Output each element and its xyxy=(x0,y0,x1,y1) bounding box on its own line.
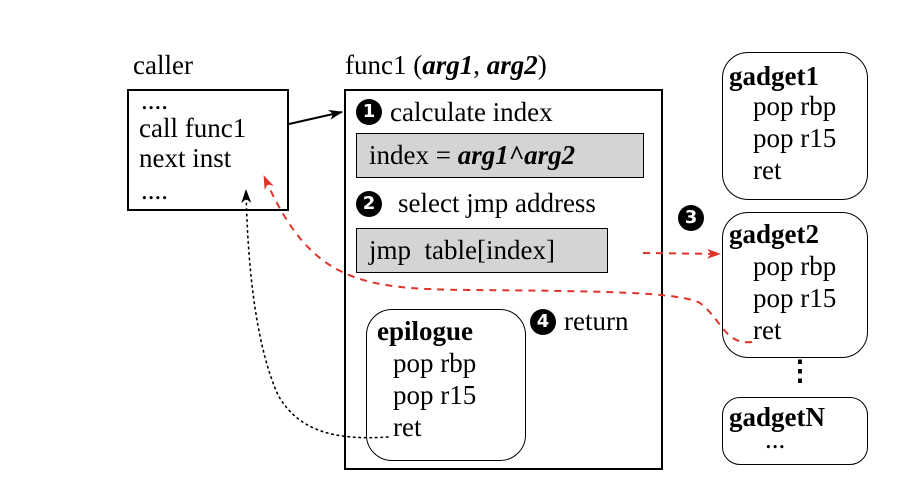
gadget1-line-1: pop rbp xyxy=(753,91,837,121)
jmp-box: jmp table[index] xyxy=(356,228,608,273)
index-expression: index = arg1^arg2 xyxy=(369,140,575,170)
call-arrow xyxy=(288,109,343,125)
func1-close: ) xyxy=(537,50,547,80)
gadget2-box: gadget2 pop rbp pop r15 ret xyxy=(722,212,868,358)
gadgetN-line-1: ... xyxy=(765,424,786,454)
index-prefix: index = xyxy=(369,140,458,170)
step1-badge: 1 xyxy=(356,99,382,125)
step3-badge: 3 xyxy=(678,205,704,231)
gadget1-title: gadget1 xyxy=(729,61,819,91)
step4-badge: 4 xyxy=(530,309,556,335)
func1-title: func1 (arg1, arg2) xyxy=(345,50,547,80)
step2-badge: 2 xyxy=(356,191,382,217)
step2-label: select jmp address xyxy=(398,188,596,218)
caller-line-1: .... xyxy=(141,85,168,115)
index-expr: arg1^arg2 xyxy=(457,140,576,170)
gadget2-line-1: pop rbp xyxy=(753,251,837,281)
gadget-ellipsis: ⋮ xyxy=(786,356,814,387)
gadget2-line-2: pop r15 xyxy=(753,283,837,313)
epilogue-return-arrow xyxy=(241,189,389,439)
caller-line-3: next inst xyxy=(139,143,232,173)
func1-name: func1 ( xyxy=(345,50,423,80)
step1-label: calculate index xyxy=(390,97,553,127)
gadget1-line-2: pop r15 xyxy=(753,123,837,153)
index-box: index = arg1^arg2 xyxy=(356,133,644,178)
func1-arg1: arg1 xyxy=(422,50,474,80)
gadget1-box: gadget1 pop rbp pop r15 ret xyxy=(722,52,868,200)
gadgetN-box: gadgetN ... xyxy=(722,397,868,465)
epilogue-box: epilogue pop rbp pop r15 ret xyxy=(366,309,526,461)
epilogue-line-3: ret xyxy=(393,412,422,442)
func1-box: 1 calculate index index = arg1^arg2 2 se… xyxy=(344,89,663,470)
caller-title: caller xyxy=(133,50,193,80)
epilogue-title: epilogue xyxy=(377,316,474,346)
epilogue-line-2: pop r15 xyxy=(393,380,477,410)
epilogue-line-1: pop rbp xyxy=(393,348,477,378)
gadget2-line-3: ret xyxy=(753,315,782,345)
gadget1-line-3: ret xyxy=(753,155,782,185)
func1-arg2: arg2 xyxy=(486,50,538,80)
caller-line-2: call func1 xyxy=(139,113,247,143)
jmp-gadget2-arrow xyxy=(642,248,721,259)
gadget2-title: gadget2 xyxy=(729,219,819,249)
jmp-text: jmp table[index] xyxy=(369,235,555,265)
step4-label: return xyxy=(564,306,629,336)
gadgetN-title: gadgetN xyxy=(729,402,825,432)
caller-box: .... call func1 next inst .... xyxy=(127,85,289,211)
caller-line-4: .... xyxy=(141,175,168,205)
gadget-return-arrow xyxy=(263,175,753,344)
func1-sep: , xyxy=(473,50,487,80)
